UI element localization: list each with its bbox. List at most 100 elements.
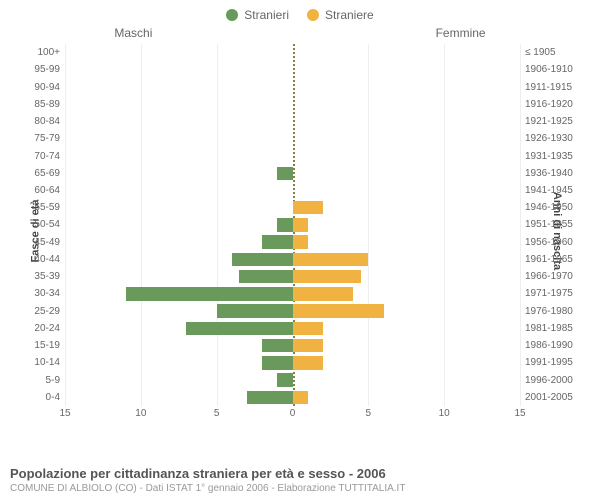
age-label: 95-99 [15,64,60,75]
age-row: 75-791926-1930 [65,130,520,147]
bar-female [293,253,369,266]
birth-label: ≤ 1905 [525,47,585,58]
legend-label-male: Stranieri [244,8,289,22]
bar-male [239,270,292,283]
birth-label: 1906-1910 [525,64,585,75]
age-label: 100+ [15,47,60,58]
birth-label: 1966-1970 [525,271,585,282]
birth-label: 1911-1915 [525,82,585,93]
age-row: 20-241981-1985 [65,320,520,337]
birth-label: 1941-1945 [525,185,585,196]
legend-swatch-female [307,9,319,21]
age-row: 60-641941-1945 [65,182,520,199]
age-row: 100+≤ 1905 [65,44,520,61]
bar-female [293,270,361,283]
bar-female [293,356,323,369]
bar-female [293,218,308,231]
x-tick: 15 [59,408,70,419]
age-label: 65-69 [15,168,60,179]
age-label: 40-44 [15,254,60,265]
rows: 100+≤ 190595-991906-191090-941911-191585… [65,44,520,406]
birth-label: 1981-1985 [525,323,585,334]
age-label: 0-4 [15,392,60,403]
x-axis: 15105051015 [65,408,520,428]
age-label: 90-94 [15,82,60,93]
x-tick: 10 [439,408,450,419]
age-row: 50-541951-1955 [65,216,520,233]
age-row: 65-691936-1940 [65,165,520,182]
age-label: 80-84 [15,116,60,127]
age-row: 55-591946-1950 [65,199,520,216]
bar-male [262,356,292,369]
bar-male [247,391,293,404]
legend: Stranieri Straniere [0,0,600,26]
bar-male [126,287,293,300]
birth-label: 1921-1925 [525,116,585,127]
bar-male [262,339,292,352]
birth-label: 1936-1940 [525,168,585,179]
age-label: 45-49 [15,237,60,248]
bar-female [293,339,323,352]
age-label: 85-89 [15,99,60,110]
age-row: 85-891916-1920 [65,96,520,113]
age-row: 0-42001-2005 [65,389,520,406]
age-label: 20-24 [15,323,60,334]
birth-label: 1951-1955 [525,219,585,230]
x-tick: 5 [366,408,372,419]
age-row: 70-741931-1935 [65,147,520,164]
age-label: 50-54 [15,219,60,230]
bar-female [293,235,308,248]
age-label: 70-74 [15,151,60,162]
footer-subtitle: COMUNE DI ALBIOLO (CO) - Dati ISTAT 1° g… [10,483,590,494]
x-tick: 0 [290,408,296,419]
x-tick: 5 [214,408,220,419]
age-label: 10-14 [15,357,60,368]
gridline [520,44,521,406]
header-female: Femmine [436,26,486,40]
age-row: 35-391966-1970 [65,268,520,285]
bar-female [293,304,384,317]
birth-label: 1931-1935 [525,151,585,162]
footer: Popolazione per cittadinanza straniera p… [10,466,590,494]
x-tick: 15 [514,408,525,419]
age-row: 95-991906-1910 [65,61,520,78]
footer-title: Popolazione per cittadinanza straniera p… [10,466,590,481]
bar-female [293,322,323,335]
age-row: 90-941911-1915 [65,78,520,95]
age-row: 15-191986-1990 [65,337,520,354]
age-label: 30-34 [15,288,60,299]
legend-swatch-male [226,9,238,21]
legend-item-female: Straniere [307,8,374,22]
bar-male [232,253,293,266]
age-row: 5-91996-2000 [65,371,520,388]
birth-label: 1991-1995 [525,357,585,368]
birth-label: 2001-2005 [525,392,585,403]
age-row: 25-291976-1980 [65,303,520,320]
chart: Maschi Femmine Fasce di età Anni di nasc… [10,26,590,436]
bar-female [293,201,323,214]
age-row: 30-341971-1975 [65,285,520,302]
birth-label: 1976-1980 [525,306,585,317]
age-row: 80-841921-1925 [65,113,520,130]
age-label: 25-29 [15,306,60,317]
birth-label: 1946-1950 [525,202,585,213]
legend-label-female: Straniere [325,8,374,22]
birth-label: 1926-1930 [525,133,585,144]
bar-male [277,373,292,386]
birth-label: 1996-2000 [525,375,585,386]
age-label: 5-9 [15,375,60,386]
birth-label: 1971-1975 [525,288,585,299]
bar-male [186,322,292,335]
age-label: 15-19 [15,340,60,351]
header-male: Maschi [114,26,152,40]
bar-female [293,391,308,404]
age-row: 10-141991-1995 [65,354,520,371]
age-label: 75-79 [15,133,60,144]
bar-male [217,304,293,317]
bar-male [277,218,292,231]
bar-male [277,167,292,180]
age-row: 40-441961-1965 [65,251,520,268]
x-tick: 10 [135,408,146,419]
age-label: 35-39 [15,271,60,282]
birth-label: 1916-1920 [525,99,585,110]
